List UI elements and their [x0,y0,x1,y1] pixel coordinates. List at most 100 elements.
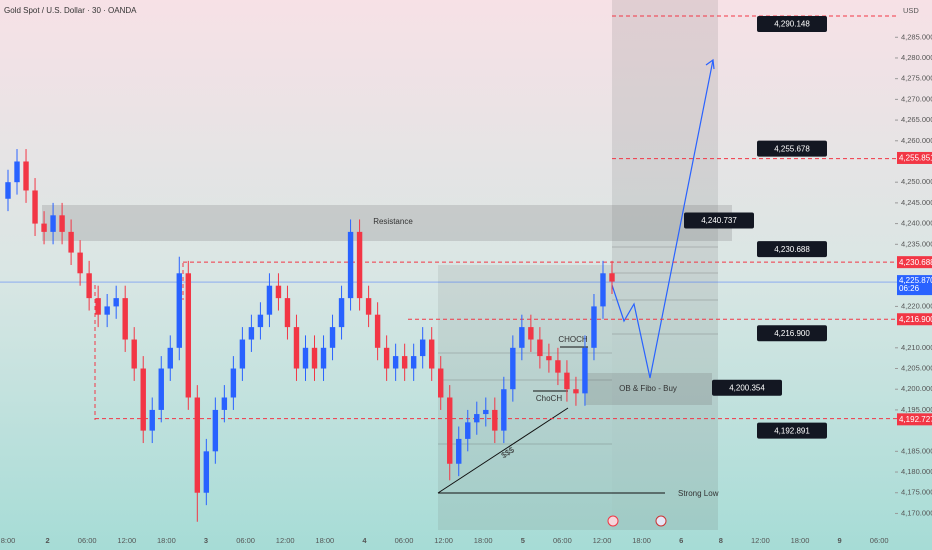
candle-body [465,422,471,439]
y-tick-label: 4,260.000 [901,136,932,145]
candle-body [456,438,462,464]
level-label: 4,200.354 [729,383,765,392]
candle-body [356,231,363,299]
candle-body [95,298,101,315]
candle-body [401,356,408,369]
projection-arrow [705,58,715,70]
candle-body [546,356,552,361]
y-tick-label: 4,180.000 [901,467,932,476]
x-tick-label: 06:00 [553,536,572,545]
x-tick-label: 18:00 [315,536,334,545]
currency: USD [903,6,919,15]
candle-body [320,347,327,369]
annotation: ChoCH [536,394,562,403]
price-tag [897,413,932,426]
y-tick-label: 4,270.000 [901,94,932,103]
candle-body [510,347,516,390]
candle-body [419,339,426,357]
candle-body [86,273,92,299]
candle-body [104,306,110,315]
candle-body [158,368,164,410]
x-tick-label: 3 [204,536,208,545]
candle-body [501,389,507,431]
structure-lines [437,346,665,494]
countdown: 06:26 [899,284,920,293]
x-tick-label: 18:00 [791,536,810,545]
price-tag-label: 4,255.851 [899,154,932,163]
candle-body [483,409,489,415]
level-label: 4,192.891 [774,426,810,435]
annotation: Strong Low [678,489,719,498]
candle-body [555,360,561,373]
x-tick-label: 12:00 [434,536,453,545]
candle-body [347,231,354,299]
event-icon[interactable] [607,515,619,527]
x-tick-label: 18:00 [157,536,176,545]
candle-body [77,252,83,274]
y-tick-label: 4,285.000 [901,32,932,41]
y-tick-label: 4,280.000 [901,53,932,62]
candle-body [212,409,219,452]
candle-body [284,298,291,328]
candle-body [383,347,390,369]
event-icon[interactable] [655,515,667,527]
current-price-label: 4,225.870 [899,276,932,285]
x-tick-label: 6 [679,536,683,545]
candle-body [221,397,228,410]
price-tag [897,256,932,269]
candle-body [591,306,597,348]
candle-body [474,414,480,423]
candle-body [149,409,155,431]
candle-body [239,339,246,369]
price-tag-label: 4,216.900 [899,315,932,324]
annotation: CHOCH [558,335,588,344]
candle-body [582,347,588,394]
candle-body [338,298,345,328]
candle-body [365,298,372,315]
candle-body [293,327,300,369]
level-label: 4,240.737 [701,216,737,225]
y-tick-label: 4,240.000 [901,219,932,228]
candle-body [492,409,498,431]
y-tick-label: 4,245.000 [901,198,932,207]
candle-body [428,339,435,369]
candle-body [113,298,119,307]
candle-body [519,327,525,348]
y-tick-label: 4,185.000 [901,446,932,455]
x-tick-label: 06:00 [236,536,255,545]
price-tag [897,151,932,164]
level-tag [757,241,827,258]
x-tick-label: 12:00 [117,536,136,545]
level-tag [712,379,782,396]
level-label: 4,230.688 [774,245,810,254]
candle-body [528,327,534,340]
y-tick-label: 4,235.000 [901,239,932,248]
candle-body [537,339,543,357]
candle-body [23,161,29,191]
candle-body [257,314,264,328]
candle-body [302,347,309,369]
candle-body [122,298,128,340]
level-tag [684,212,754,229]
x-tick-label: 5 [521,536,525,545]
candle-body [230,368,237,398]
annotation: OB & Fibo - Buy [619,384,677,393]
candle-body [374,314,381,348]
candle-body [266,285,273,315]
level-tag [757,140,827,157]
y-tick-label: 4,250.000 [901,177,932,186]
x-tick-label: 12:00 [276,536,295,545]
price-tag-label: 4,230.688 [899,258,932,267]
candle-body [59,215,65,232]
level-label: 4,255.678 [774,144,810,153]
candle-body [600,273,606,307]
x-tick-label: 8:00 [1,536,16,545]
x-tick-label: 12:00 [593,536,612,545]
y-tick-label: 4,195.000 [901,405,932,414]
y-tick-label: 4,275.000 [901,74,932,83]
candle-body [14,161,20,183]
candle-body [68,231,74,253]
y-tick-label: 4,200.000 [901,384,932,393]
level-label: 4,290.148 [774,20,810,29]
